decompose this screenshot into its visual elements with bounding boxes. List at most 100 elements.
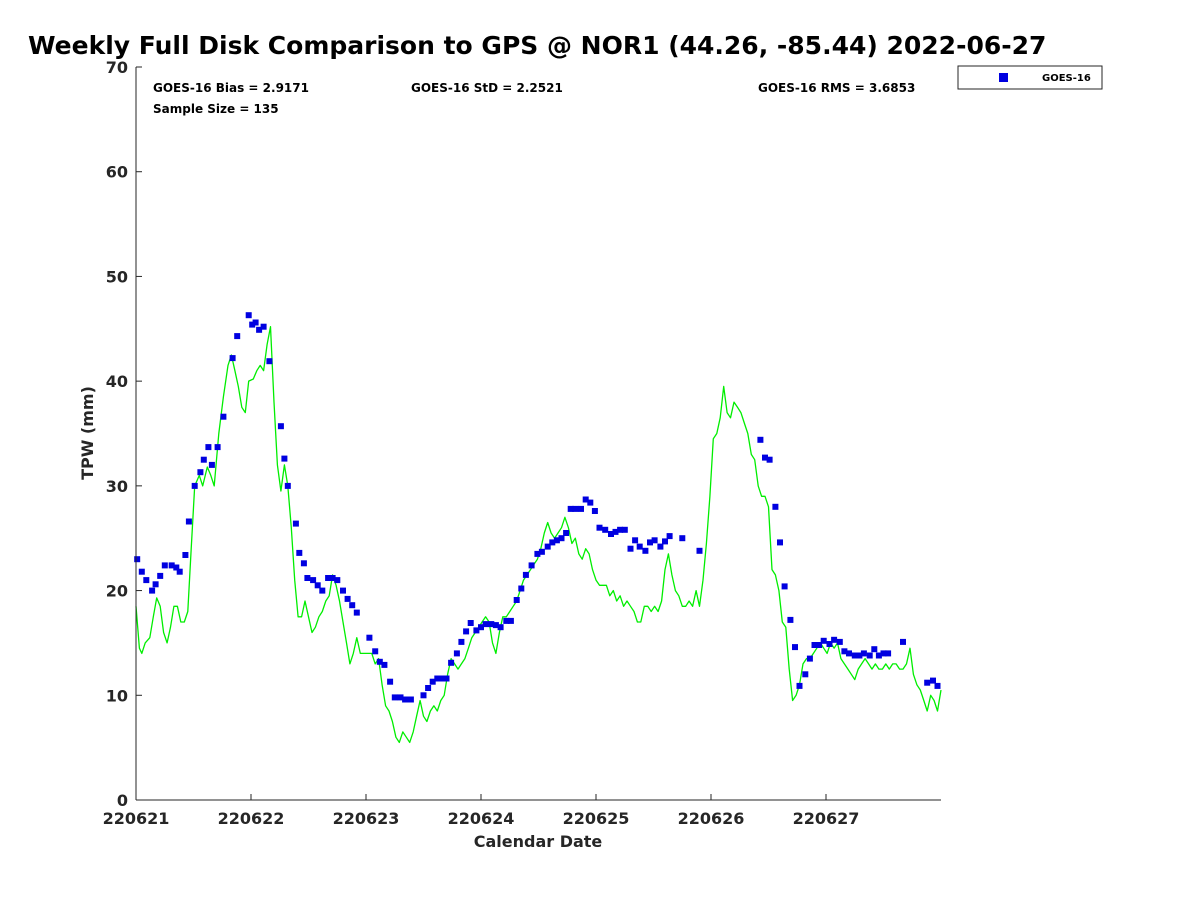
goes16-point — [851, 652, 858, 659]
goes16-point — [314, 582, 321, 589]
goes16-point — [376, 658, 383, 665]
goes16-point — [149, 587, 156, 594]
goes16-point — [434, 675, 441, 682]
goes16-point — [208, 461, 215, 468]
goes16-point — [220, 413, 227, 420]
goes16-point — [875, 652, 882, 659]
goes16-point — [666, 533, 673, 540]
goes16-point — [214, 444, 221, 451]
goes16-point — [185, 518, 192, 525]
goes16-point — [443, 675, 450, 682]
goes16-point — [429, 678, 436, 685]
goes16-point — [334, 577, 341, 584]
goes16-point — [229, 355, 236, 362]
goes16-point — [534, 550, 541, 557]
goes16-point — [596, 524, 603, 531]
goes16-point — [152, 581, 159, 588]
goes16-point — [482, 621, 489, 628]
goes16-point — [349, 602, 356, 609]
goes16-point — [563, 530, 570, 536]
goes16-point — [781, 583, 788, 590]
goes16-point — [372, 648, 379, 655]
goes16-point — [266, 358, 273, 365]
goes16-point — [197, 469, 204, 476]
goes16-point — [924, 679, 931, 686]
goes16-point — [553, 537, 560, 544]
goes16-point — [497, 624, 504, 631]
goes16-point — [930, 677, 936, 684]
goes16-point — [762, 454, 768, 461]
goes16-point — [900, 638, 906, 645]
x-tick-label: 220621 — [103, 809, 170, 828]
goes16-point — [173, 564, 180, 571]
goes16-point — [651, 537, 658, 544]
goes16-point — [488, 621, 495, 628]
stat-rms: GOES-16 RMS = 3.6853 — [758, 81, 915, 95]
plot-area — [136, 67, 941, 800]
goes16-point — [885, 650, 892, 657]
goes16-point — [310, 577, 317, 584]
x-tick-label: 220622 — [218, 809, 285, 828]
x-axis-label: Calendar Date — [474, 832, 603, 851]
goes16-point — [168, 562, 175, 569]
goes16-point — [757, 436, 764, 443]
goes16-point — [507, 617, 514, 624]
goes16-point — [249, 321, 256, 328]
goes16-point — [831, 636, 838, 643]
goes16-point — [304, 575, 311, 581]
goes16-point — [880, 650, 887, 657]
goes16-point — [846, 650, 852, 657]
goes16-point — [802, 671, 809, 678]
x-tick-label: 220623 — [333, 809, 400, 828]
goes16-point — [636, 543, 643, 550]
goes16-point — [572, 505, 579, 512]
goes16-point — [816, 642, 823, 648]
y-tick-label: 60 — [106, 163, 128, 182]
goes16-point — [513, 597, 520, 603]
goes16-point — [319, 587, 326, 594]
goes16-point — [836, 638, 843, 645]
legend-label-goes16: GOES-16 — [1042, 73, 1091, 84]
goes16-point — [381, 661, 388, 668]
legend-box — [957, 65, 1103, 90]
goes16-point — [621, 526, 628, 533]
goes16-point — [458, 638, 465, 645]
goes16-point — [679, 535, 686, 542]
goes16-point — [353, 609, 360, 616]
goes16-point — [234, 333, 241, 340]
goes16-point — [567, 505, 574, 512]
goes16-point — [696, 547, 703, 554]
goes16-point — [329, 575, 336, 581]
x-tick-label: 220627 — [793, 809, 860, 828]
goes16-point — [811, 642, 818, 648]
legend: GOES-16 — [957, 65, 1103, 90]
goes16-point — [292, 520, 299, 527]
goes16-point — [806, 655, 813, 662]
goes16-point — [612, 528, 619, 535]
stat-bias: GOES-16 Bias = 2.9171 — [153, 81, 309, 95]
goes16-point — [340, 587, 346, 594]
stat-sample-size: Sample Size = 135 — [153, 102, 279, 116]
goes16-point — [448, 659, 455, 666]
goes16-point — [463, 628, 470, 635]
goes16-point — [657, 543, 664, 550]
goes16-point — [467, 620, 474, 626]
goes16-point — [528, 562, 535, 569]
goes16-point — [300, 560, 307, 567]
goes16-point — [425, 685, 432, 691]
goes16-point — [407, 696, 414, 703]
goes16-point — [787, 616, 794, 623]
goes16-point — [617, 526, 624, 533]
goes16-point — [632, 537, 639, 544]
goes16-point — [841, 648, 848, 655]
goes16-point — [438, 675, 445, 682]
y-tick-label: 0 — [117, 791, 128, 810]
goes16-point — [200, 456, 207, 463]
x-tick-label: 220626 — [678, 809, 745, 828]
goes16-point — [871, 646, 878, 653]
goes16-point — [772, 503, 779, 510]
x-ticks-group: 220621 220622 220623 220624 220625 220626 2206… — [103, 794, 860, 828]
goes16-point — [518, 585, 525, 592]
goes16-point — [478, 624, 484, 631]
goes16-point — [642, 547, 649, 554]
